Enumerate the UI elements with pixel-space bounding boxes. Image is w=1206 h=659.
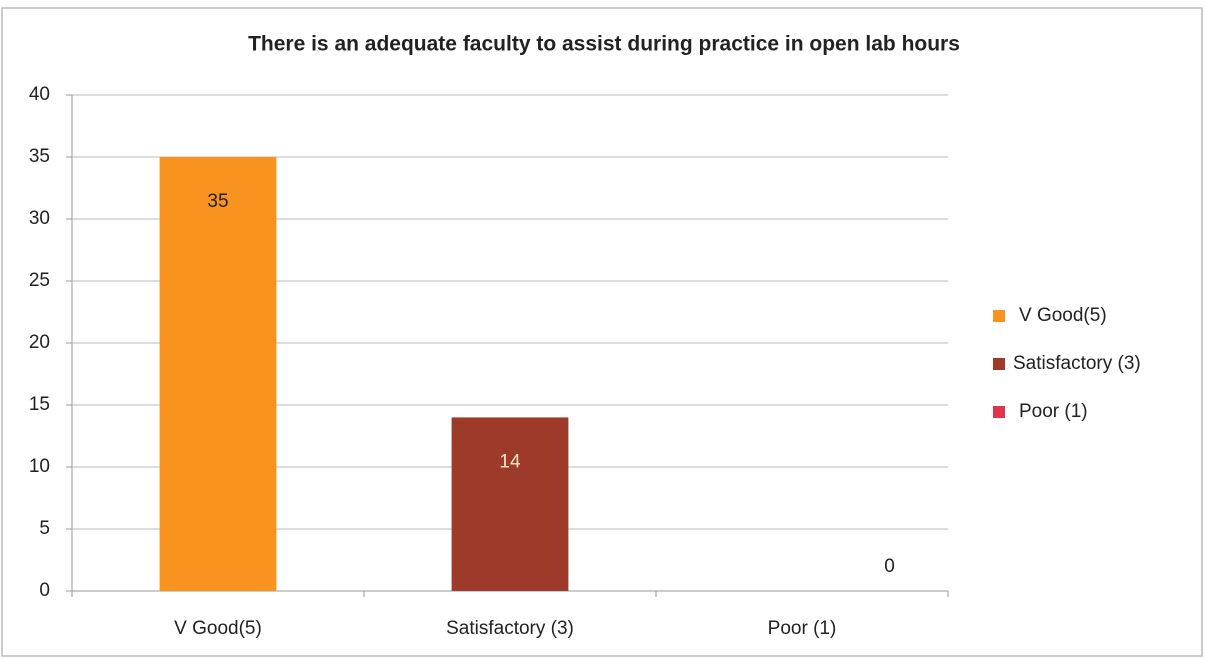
- y-tick-label: 5: [39, 518, 50, 539]
- bar: [159, 157, 277, 591]
- y-tick-label: 40: [29, 84, 50, 105]
- x-tick-label: Poor (1): [768, 618, 837, 639]
- y-tick-label: 35: [29, 146, 50, 167]
- y-tick-label: 10: [29, 456, 50, 477]
- y-tick-label: 25: [29, 270, 50, 291]
- legend-label: Poor (1): [1019, 401, 1088, 422]
- legend-swatch: [993, 310, 1005, 322]
- x-tick-label: Satisfactory (3): [446, 618, 574, 639]
- y-tick-label: 20: [29, 332, 50, 353]
- y-tick-label: 30: [29, 208, 50, 229]
- x-tick-label: V Good(5): [174, 618, 262, 639]
- data-label: 14: [499, 451, 521, 472]
- legend-swatch: [993, 406, 1005, 418]
- legend-swatch: [993, 358, 1005, 370]
- chart-title: There is an adequate faculty to assist d…: [248, 33, 960, 56]
- data-label: 0: [884, 556, 895, 577]
- data-label: 35: [207, 191, 228, 212]
- y-tick-label: 15: [29, 394, 50, 415]
- legend-label: V Good(5): [1019, 305, 1107, 326]
- y-tick-label: 0: [39, 580, 50, 601]
- legend-label: Satisfactory (3): [1013, 353, 1141, 374]
- bar: [451, 417, 569, 591]
